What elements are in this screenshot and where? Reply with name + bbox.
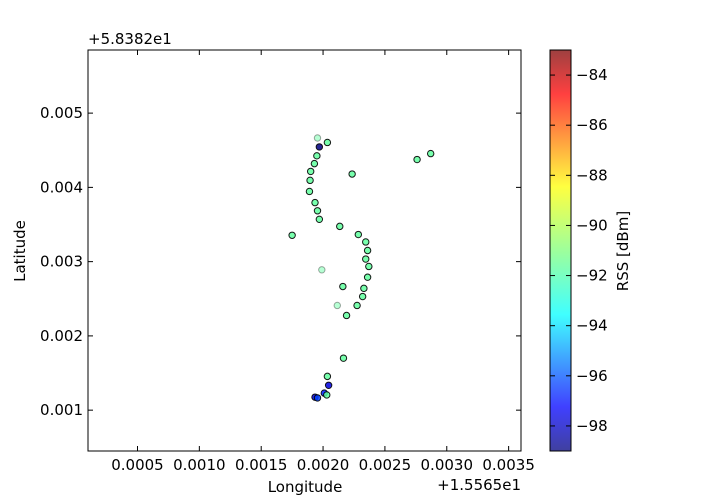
data-point [336, 222, 344, 231]
data-point [315, 143, 324, 151]
data-point [315, 215, 324, 224]
x-tick-label: 0.0005 [111, 456, 164, 474]
data-point [313, 134, 322, 142]
colorbar-tick-label: −94 [576, 317, 608, 335]
colorbar-tick-label: −96 [576, 367, 608, 385]
x-axis-ticks: 0.0005 0.0010 0.0015 0.0020 0.0025 0.0030 0.00… [111, 50, 535, 474]
x-tick-label: 0.0035 [482, 456, 535, 474]
data-point [339, 354, 348, 362]
colorbar-ticks: −84 −86 −88 −90 −92 −94 −96 −98 [550, 66, 608, 435]
plot-area [87, 49, 522, 452]
data-point [358, 292, 367, 301]
data-point [363, 273, 372, 281]
x-tick-label: 0.0025 [359, 456, 412, 474]
data-point [318, 266, 326, 274]
data-point [333, 301, 341, 310]
colorbar-tick-label: −90 [576, 216, 608, 234]
y-tick-label: 0.003 [40, 253, 83, 271]
data-point [288, 231, 296, 239]
data-point [306, 167, 315, 176]
colorbar-label: RSS [dBm] [614, 211, 632, 291]
data-point [354, 230, 363, 239]
data-point [311, 198, 319, 207]
data-point [342, 311, 351, 320]
colorbar-tick-label: −92 [576, 267, 608, 285]
data-point [323, 372, 332, 381]
data-point [324, 381, 333, 389]
colorbar [549, 49, 572, 452]
data-point [313, 394, 322, 402]
data-point [305, 187, 314, 196]
data-point [426, 149, 435, 158]
data-point [310, 159, 319, 168]
data-point [313, 207, 322, 215]
y-tick-label: 0.001 [40, 401, 83, 419]
data-point [323, 138, 332, 147]
y-axis-ticks: 0.001 0.002 0.003 0.004 0.005 [40, 104, 521, 419]
data-point [413, 155, 421, 164]
x-tick-label: 0.0010 [173, 456, 226, 474]
points-layer [288, 134, 435, 402]
data-point [362, 238, 370, 246]
colorbar-tick-label: −98 [576, 417, 608, 435]
x-offset-label: +1.5565e1 [437, 476, 521, 494]
y-tick-label: 0.005 [40, 104, 83, 122]
y-axis-label: Latitude [11, 220, 29, 282]
colorbar-tick-label: −86 [576, 116, 608, 134]
y-tick-label: 0.002 [40, 327, 83, 345]
y-offset-label: +5.8382e1 [88, 30, 172, 48]
data-point [339, 282, 347, 291]
x-tick-label: 0.0020 [297, 456, 350, 474]
x-tick-label: 0.0030 [421, 456, 474, 474]
x-axis-label: Longitude [268, 478, 343, 496]
data-point [306, 176, 314, 185]
data-point [360, 284, 368, 293]
data-point [323, 391, 331, 399]
y-tick-label: 0.004 [40, 178, 83, 196]
data-point [348, 170, 356, 178]
data-point [362, 255, 370, 263]
colorbar-tick-label: −84 [576, 66, 608, 84]
colorbar-tick-label: −88 [576, 166, 608, 184]
x-tick-label: 0.0015 [235, 456, 288, 474]
data-point [365, 262, 373, 271]
data-point [313, 152, 321, 160]
data-point [363, 246, 372, 255]
data-point [353, 301, 361, 310]
